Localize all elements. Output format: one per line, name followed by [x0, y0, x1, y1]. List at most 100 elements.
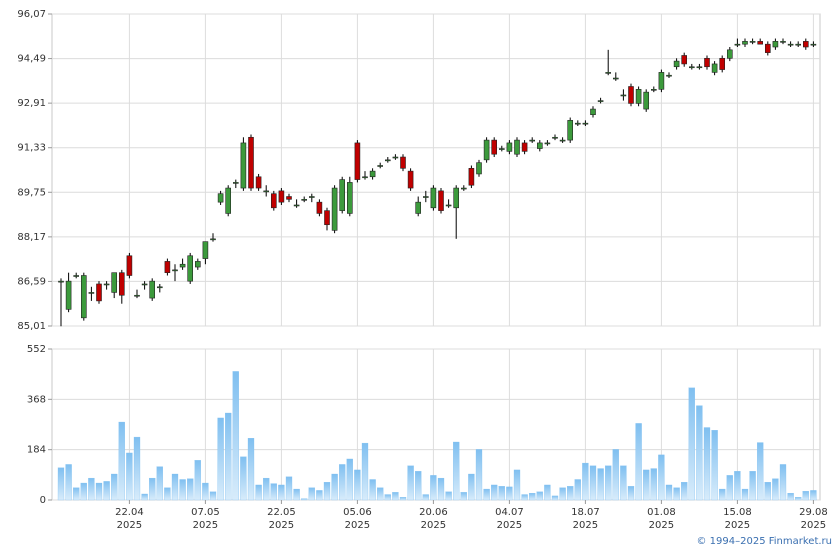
candle-body: [742, 41, 748, 45]
candle-body: [628, 86, 634, 104]
volume-bar: [544, 484, 551, 501]
volume-bar: [339, 464, 346, 501]
x-tick-label: 29.08: [799, 507, 828, 518]
candle-body: [240, 142, 247, 189]
candle-body: [491, 139, 498, 155]
x-tick-year: 2025: [421, 520, 446, 531]
volume-bar: [263, 477, 270, 501]
y-tick-label: 91,33: [17, 143, 46, 154]
candle-body: [369, 170, 376, 178]
footer-link[interactable]: © 1994–2025 Finmarket.ru: [696, 536, 832, 547]
x-tick-label: 22.05: [267, 507, 296, 518]
candle-body: [331, 187, 338, 231]
volume-bar: [202, 482, 209, 501]
volume-bar: [73, 487, 80, 501]
candle-body: [536, 142, 543, 149]
volume-bar: [703, 427, 711, 501]
candle-body: [73, 275, 79, 277]
y-tick-label: 368: [27, 394, 46, 405]
volume-bar: [779, 464, 787, 501]
volume-bar: [749, 471, 756, 501]
candle-body: [248, 136, 254, 189]
volume-bar: [650, 468, 657, 501]
volume-bar: [194, 460, 201, 501]
candle-body: [460, 187, 467, 190]
candle-body: [772, 41, 779, 48]
y-tick-label: 86,59: [17, 276, 46, 287]
volume-bar: [422, 494, 429, 501]
x-tick-year: 2025: [345, 520, 370, 531]
candle-body: [559, 139, 566, 142]
candle-body: [346, 182, 353, 214]
volume-bar: [460, 492, 467, 501]
candle-body: [795, 43, 802, 46]
volume-bar: [323, 482, 331, 501]
candle-body: [392, 156, 399, 159]
volume-bar: [498, 486, 505, 501]
volume-bar: [453, 441, 460, 501]
volume-bar: [217, 417, 224, 501]
candle-body: [704, 57, 710, 68]
candle-body: [316, 201, 323, 214]
volume-bar: [225, 412, 232, 501]
x-tick-label: 22.04: [115, 507, 144, 518]
volume-bar: [574, 479, 581, 501]
candle-body: [453, 187, 460, 209]
volume-bar: [757, 442, 764, 501]
candle-body: [134, 294, 140, 297]
candle-body: [233, 182, 239, 184]
candle-body: [749, 41, 756, 43]
candle-body: [650, 89, 657, 91]
y-tick-label: 552: [27, 344, 46, 355]
candle-body: [635, 89, 642, 104]
x-tick-label: 07.05: [191, 507, 220, 518]
candle-body: [65, 280, 72, 310]
volume-bar: [293, 488, 300, 501]
volume-bar: [559, 487, 566, 501]
volume-bar: [810, 490, 817, 501]
candle-body: [179, 263, 186, 268]
candle-body: [597, 100, 604, 102]
candle-body: [308, 196, 315, 198]
x-tick-year: 2025: [573, 520, 598, 531]
candle-body: [658, 72, 665, 90]
y-tick-label: 85,01: [17, 321, 46, 332]
volume-bar: [612, 449, 619, 501]
candle-body: [263, 190, 270, 193]
candle-body: [430, 187, 437, 209]
volume-bar: [658, 454, 665, 501]
candle-body: [780, 41, 786, 43]
x-tick-year: 2025: [649, 520, 674, 531]
volume-bar: [346, 458, 353, 501]
candle-body: [582, 122, 589, 125]
volume-bar: [536, 491, 543, 501]
volume-bar: [589, 465, 597, 501]
volume-bar: [399, 497, 407, 501]
candle-body: [422, 196, 429, 198]
candle-body: [149, 280, 155, 299]
candle-body: [802, 41, 809, 48]
volume-bar: [316, 490, 323, 501]
volume-bar: [133, 436, 141, 501]
volume-bar: [415, 471, 422, 501]
candle-body: [407, 170, 414, 189]
volume-bar: [377, 487, 384, 501]
y-tick-label: 0: [40, 495, 46, 506]
candle-body: [119, 272, 125, 296]
volume-bar: [673, 487, 680, 501]
candle-body: [468, 168, 475, 186]
volume-bar: [407, 465, 414, 501]
volume-bar: [278, 484, 285, 501]
y-tick-label: 94,49: [17, 54, 46, 65]
candle-body: [574, 122, 581, 125]
volume-bar: [270, 483, 277, 501]
volume-bar: [726, 475, 733, 501]
candle-body: [757, 41, 764, 45]
volume-bar: [551, 495, 559, 501]
volume-bar: [240, 456, 247, 501]
volume-bar: [179, 479, 186, 501]
volume-bar: [430, 475, 437, 501]
candle-body: [111, 272, 117, 293]
volume-bar: [88, 477, 95, 501]
volume-bar: [361, 442, 369, 501]
